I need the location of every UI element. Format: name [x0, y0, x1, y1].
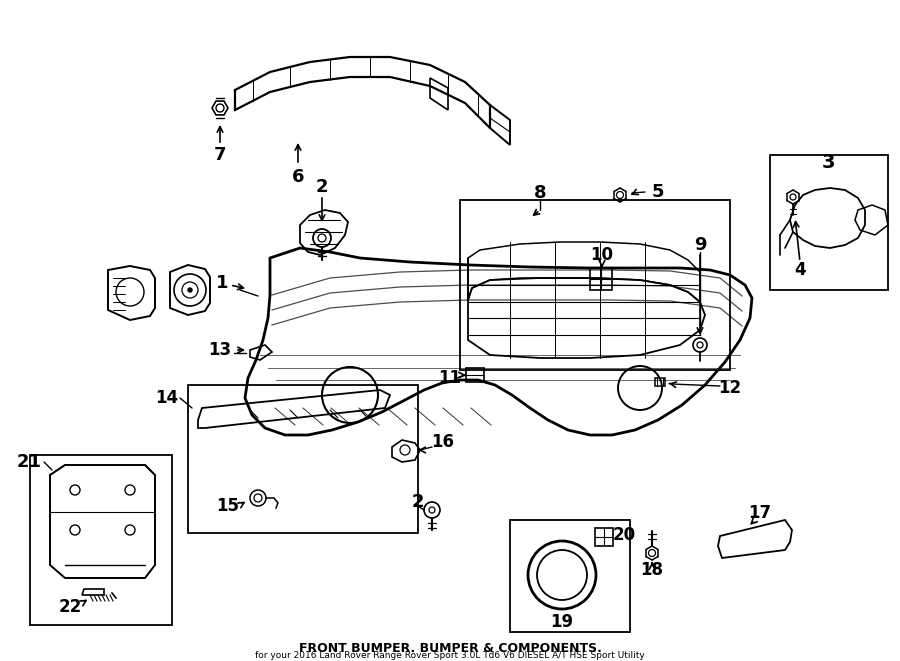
- Text: 9: 9: [694, 236, 706, 254]
- Bar: [466, 368, 484, 382]
- Text: 8: 8: [534, 184, 546, 202]
- Text: 12: 12: [718, 379, 742, 397]
- Text: 2: 2: [412, 493, 424, 511]
- Circle shape: [188, 288, 192, 292]
- Text: 2: 2: [316, 178, 328, 196]
- Bar: [30, 455, 172, 625]
- Text: 5: 5: [652, 183, 664, 201]
- Bar: [590, 268, 612, 290]
- Text: 17: 17: [749, 504, 771, 522]
- Text: for your 2016 Land Rover Range Rover Sport 3.0L Td6 V6 DIESEL A/T HSE Sport Util: for your 2016 Land Rover Range Rover Spo…: [255, 650, 645, 660]
- Text: 1: 1: [216, 274, 229, 292]
- Text: 6: 6: [292, 168, 304, 186]
- Bar: [510, 520, 630, 632]
- Text: FRONT BUMPER. BUMPER & COMPONENTS.: FRONT BUMPER. BUMPER & COMPONENTS.: [299, 641, 601, 654]
- Text: 15: 15: [217, 497, 239, 515]
- Bar: [188, 385, 418, 533]
- Text: 13: 13: [209, 341, 231, 359]
- Text: 21: 21: [17, 453, 42, 471]
- Bar: [595, 528, 613, 546]
- Text: 10: 10: [590, 246, 614, 264]
- Bar: [770, 155, 888, 290]
- Text: 4: 4: [794, 261, 806, 279]
- Bar: [655, 378, 665, 386]
- Bar: [460, 200, 730, 370]
- Text: 14: 14: [155, 389, 178, 407]
- Text: 7: 7: [214, 146, 226, 164]
- Text: 11: 11: [438, 369, 462, 387]
- Text: 20: 20: [613, 526, 636, 544]
- Text: 19: 19: [551, 613, 573, 631]
- Text: 22: 22: [58, 598, 82, 616]
- Text: 3: 3: [821, 153, 835, 173]
- Text: 18: 18: [641, 561, 663, 579]
- Text: 16: 16: [431, 433, 454, 451]
